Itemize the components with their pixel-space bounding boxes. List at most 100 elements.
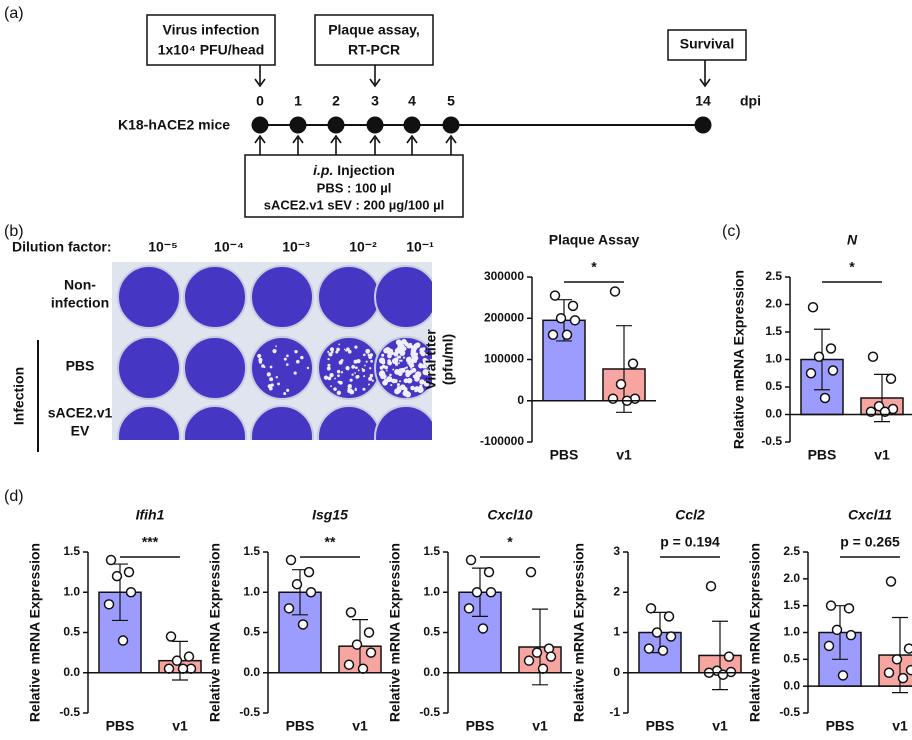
plaque [398, 362, 400, 364]
plaque [424, 366, 427, 369]
plaque [394, 357, 399, 362]
data-point [891, 654, 903, 665]
plaque [423, 380, 430, 387]
injection-line: sACE2.v1 sEV : 200 µg/100 µl [264, 197, 444, 212]
plaque [261, 364, 265, 368]
y-axis-label: Relative mRNA Expression [747, 543, 763, 722]
plaque [355, 366, 358, 370]
plaque [347, 349, 352, 354]
y-tick-label: 0.5 [765, 379, 782, 393]
plaque [378, 357, 386, 364]
y-tick-label: -0.5 [419, 705, 440, 719]
data-point [171, 655, 183, 666]
day-dot [251, 116, 269, 134]
data-point [843, 603, 855, 614]
plaque [269, 365, 273, 369]
chart-title: Plaque Assay [549, 232, 640, 248]
x-tick-label: PBS [826, 718, 855, 734]
plaque [340, 371, 344, 374]
plaque [399, 384, 406, 391]
data-point [823, 640, 835, 652]
plaque [397, 355, 400, 359]
plaque [328, 352, 333, 357]
y-tick-label: 0.0 [783, 678, 800, 692]
arrow [292, 134, 304, 155]
x-tick-label: v1 [172, 718, 188, 734]
data-point [117, 635, 129, 646]
data-point [483, 566, 495, 578]
plaque [420, 348, 424, 352]
plaque [413, 374, 417, 379]
data-point [305, 587, 317, 598]
group-label: Infection [11, 367, 27, 425]
plaque [365, 360, 368, 363]
data-point [125, 587, 137, 598]
plaque [336, 390, 342, 396]
plaque [326, 366, 331, 371]
plaque [323, 375, 329, 380]
dilution-label: 10⁻³ [282, 239, 310, 255]
arrow [406, 134, 418, 155]
plaque [356, 358, 361, 364]
plaque [349, 378, 353, 382]
day-label: 14 [695, 93, 711, 109]
data-point [609, 286, 621, 297]
chart-title: Ifih1 [136, 507, 165, 523]
data-point [163, 663, 175, 674]
plaque [405, 366, 408, 369]
data-point [465, 554, 477, 566]
plaque [369, 367, 372, 370]
plaque [286, 354, 289, 358]
plaque [370, 359, 374, 363]
route: i.p. [313, 162, 333, 178]
panel-label: (c) [722, 223, 741, 240]
well [250, 265, 314, 329]
data-point [807, 302, 819, 313]
plaque [417, 386, 424, 394]
data-point [615, 379, 627, 390]
significance: ** [325, 534, 336, 550]
data-point [837, 670, 849, 681]
y-axis-label: Viral titer [423, 329, 439, 390]
plaque [390, 384, 393, 387]
plaque [269, 377, 274, 382]
panel-label: (a) [4, 5, 24, 22]
y-tick-label: 2 [613, 584, 620, 598]
data-point [471, 587, 483, 598]
plaque [422, 357, 428, 363]
plaque [382, 380, 388, 386]
well [317, 405, 381, 440]
x-tick-label: v1 [352, 718, 368, 734]
y-tick-label: 1.5 [765, 324, 782, 338]
plaque [368, 376, 373, 381]
y-tick-label: -100000 [480, 434, 524, 448]
plaque [362, 368, 366, 372]
plaque [347, 384, 352, 389]
x-tick-label: PBS [466, 718, 495, 734]
plaque [300, 355, 304, 360]
data-point [291, 578, 303, 590]
plaque [327, 350, 330, 353]
data-point [845, 629, 857, 641]
day-label: 2 [332, 93, 340, 109]
data-point [183, 651, 195, 662]
subject: K18-hACE2 mice [118, 117, 230, 133]
x-tick-label: v1 [874, 447, 890, 463]
plaque [425, 360, 432, 368]
x-tick-label: v1 [712, 718, 728, 734]
plaque [425, 353, 429, 356]
plaque [329, 373, 334, 378]
data-point [883, 667, 895, 678]
chart-title: Isg15 [312, 507, 348, 523]
data-point [813, 351, 825, 362]
y-tick-label: -0.5 [779, 705, 800, 719]
plaque [338, 360, 343, 365]
data-point [651, 627, 663, 638]
plaque [381, 353, 385, 357]
plaque [397, 347, 400, 350]
plaque [351, 365, 356, 369]
plaque [414, 389, 418, 393]
plaque [386, 376, 393, 383]
data-point [627, 358, 639, 369]
